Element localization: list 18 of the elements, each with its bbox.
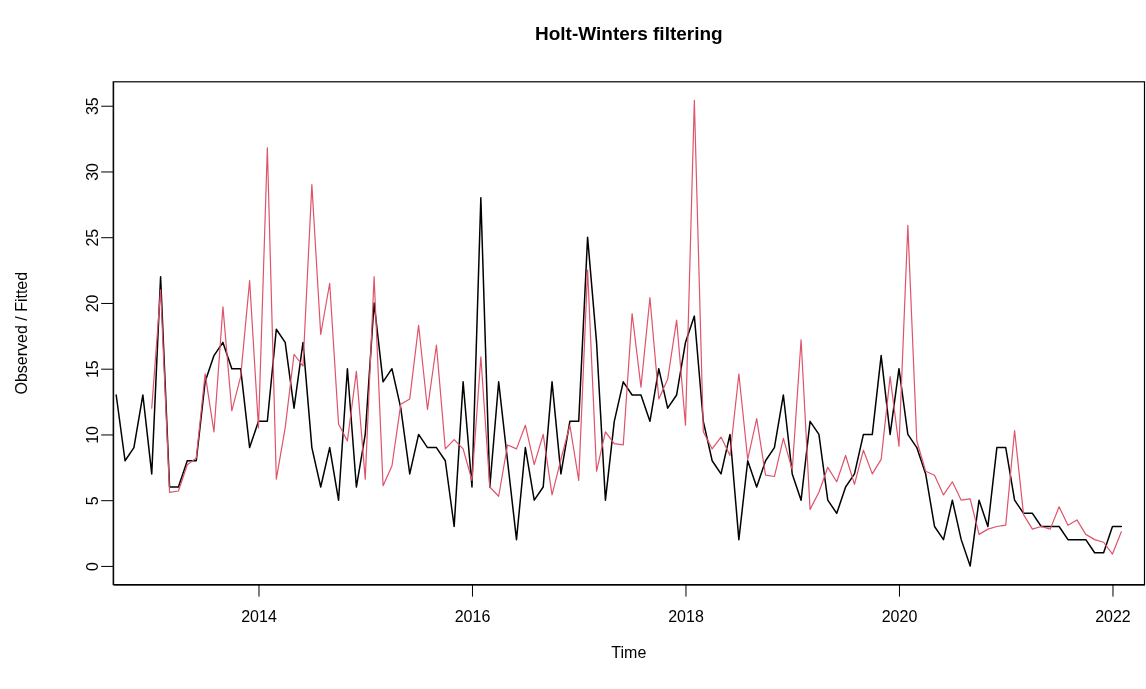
x-tick-label: 2018: [668, 607, 704, 625]
chart-title: Holt-Winters filtering: [534, 23, 723, 44]
y-tick-label: 35: [84, 97, 102, 116]
y-tick-label: 20: [84, 294, 102, 313]
x-tick-label: 2020: [881, 607, 918, 625]
line-series: [115, 197, 1123, 567]
x-tick-label: 2014: [241, 607, 277, 625]
y-axis-title: Observed / Fitted: [13, 271, 30, 395]
y-tick-label: 5: [84, 496, 102, 506]
y-tick-label: 0: [84, 561, 102, 571]
line-series: [151, 99, 1122, 555]
x-tick-label: 2016: [454, 607, 491, 625]
y-tick-label: 15: [84, 360, 102, 379]
y-tick-label: 25: [84, 228, 102, 247]
y-tick-label: 10: [84, 425, 102, 444]
x-tick-label: 2022: [1095, 607, 1131, 625]
x-axis-title: Time: [611, 644, 647, 661]
y-tick-label: 30: [84, 162, 102, 181]
